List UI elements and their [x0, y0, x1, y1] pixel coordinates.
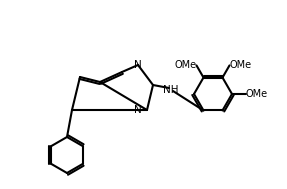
Text: OMe: OMe [230, 60, 252, 70]
Text: OMe: OMe [174, 60, 197, 70]
Text: N: N [134, 105, 142, 115]
Text: OMe: OMe [246, 89, 268, 99]
Text: NH: NH [163, 85, 179, 95]
Text: N: N [134, 60, 142, 70]
